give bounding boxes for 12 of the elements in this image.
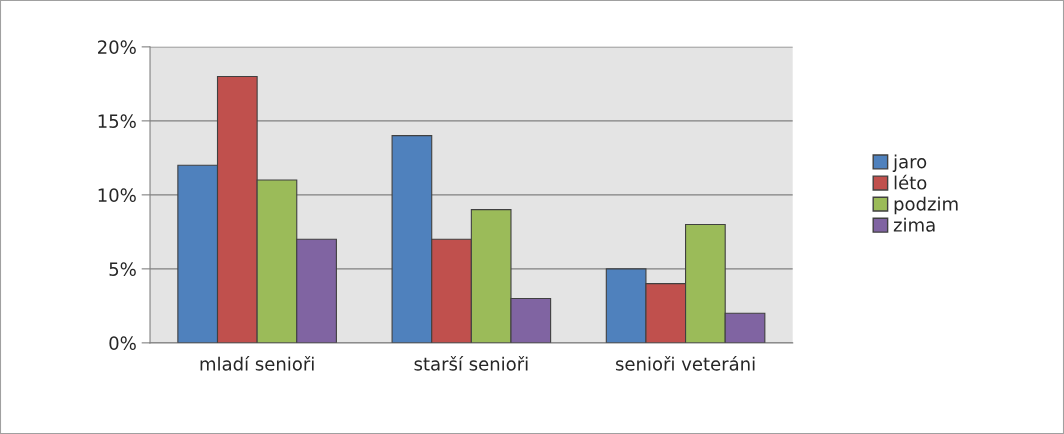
y-tick-label: 20% <box>98 40 136 54</box>
x-tick-label: mladí senioři <box>200 356 314 371</box>
y-tick-label: 5% <box>109 262 136 276</box>
x-tick-label: starší senioři <box>414 356 528 371</box>
x-tick-label: senioři veteráni <box>615 356 755 371</box>
legend-label: jaro <box>892 154 927 172</box>
y-tick-label: 15% <box>98 114 136 128</box>
y-tick-label: 10% <box>98 188 136 202</box>
legend-label: podzim <box>894 196 958 215</box>
y-tick-label: 0% <box>109 336 136 350</box>
legend-label: zima <box>893 217 935 232</box>
legend-label: léto <box>894 174 927 190</box>
